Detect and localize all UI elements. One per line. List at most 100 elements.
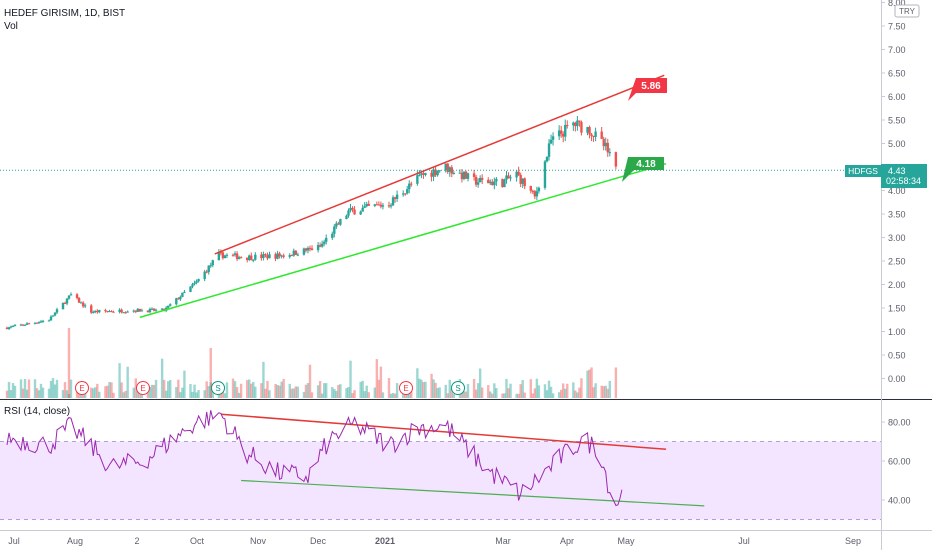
time-axis-label: 2021 [375,536,395,546]
candle-body [19,324,23,326]
volume-bar [37,390,41,398]
candle-body [51,315,55,317]
candle-body [179,296,182,300]
volume-bar [132,387,135,398]
event-marker-label: S [455,384,460,393]
price-axis-label: 7.50 [888,22,906,32]
candle-body [574,122,577,127]
candle-body [181,292,184,297]
candle-body [566,124,569,126]
volume-bar [148,387,152,398]
volume-bar [49,380,53,398]
candle-body [278,253,281,257]
volume-bar [75,389,79,398]
candle-body [416,175,419,184]
candle-body [290,255,293,257]
price-tag-symbol: HDFGS [848,166,878,176]
candle-body [108,311,111,313]
candle-body [207,265,210,273]
currency-badge[interactable]: TRY [894,4,920,18]
candle-body [136,308,140,312]
volume-bar [191,391,194,398]
volume-bar [237,392,241,398]
volume-bar [177,379,180,398]
volume-bar [225,382,229,398]
rsi-axis-label: 40.00 [888,496,911,506]
volume-bar [367,392,370,398]
volume-bar [110,382,113,398]
candle-body [588,127,591,135]
upper-callout[interactable]: 5.86 [628,78,667,101]
volume-bar [296,386,300,398]
volume-bar [81,393,85,398]
volume-bar [578,387,581,398]
volume-bar [545,390,549,398]
candle-body [367,203,370,206]
price-axis-label: 8.00 [888,0,906,8]
candle-body [98,310,101,313]
candle-body [252,259,255,261]
candle-body [549,139,553,144]
volume-bar [112,392,115,398]
volume-bar [557,392,561,398]
volume-bar [51,378,55,398]
price-tag-value: 4.43 [888,166,906,176]
candle-body [292,250,295,256]
volume-bar [576,392,579,398]
candle-body [359,211,362,215]
candle-body [503,179,506,188]
candle-body [63,302,67,304]
candle-body [444,163,447,171]
lower-callout[interactable]: 4.18 [622,157,664,182]
candle-body [349,207,352,211]
volume-bar [7,381,11,398]
rsi-layer [6,410,623,507]
candle-body [507,175,510,179]
candle-body [410,183,413,185]
candle-body [387,205,391,207]
candle-body [205,271,208,273]
price-axis-label: 2.00 [888,280,906,290]
volume-bar [278,385,281,398]
candle-body [493,181,496,186]
volume-bar [420,379,423,398]
volume-bar [537,385,541,398]
volume-bar [21,388,25,398]
volume-bar [391,392,395,398]
candle-body [191,284,194,287]
candle-body [543,161,547,188]
candle-body [322,241,326,244]
volume-bar [574,390,577,398]
candle-body [373,204,377,206]
volume-bar [489,391,492,398]
candle-body [203,271,206,280]
rsi-band [0,441,881,520]
volume-bar [203,390,206,398]
candle-body [126,311,129,313]
volume-bar [416,368,419,398]
volume-bar [248,379,251,398]
volume-bar [41,387,45,398]
candle-body [420,173,423,175]
volume-bar [606,388,609,398]
volume-bar [209,382,212,398]
candle-body [614,152,618,167]
candle-body [61,302,65,310]
volume-bar [474,389,478,398]
volume-bar [495,388,498,398]
candle-body [239,257,243,259]
candle-body [318,245,322,247]
candle-body [391,197,395,206]
event-marker [399,381,413,395]
volume-bar [195,392,198,398]
candle-body [450,167,453,174]
price-axis-label: 0.00 [888,374,906,384]
candle-body [7,327,11,330]
volume-spike [209,348,212,398]
candle-body [219,252,223,254]
volume-bar [590,367,593,398]
candle-body [393,197,397,199]
candle-body [578,120,581,122]
volume-bar [349,360,352,398]
